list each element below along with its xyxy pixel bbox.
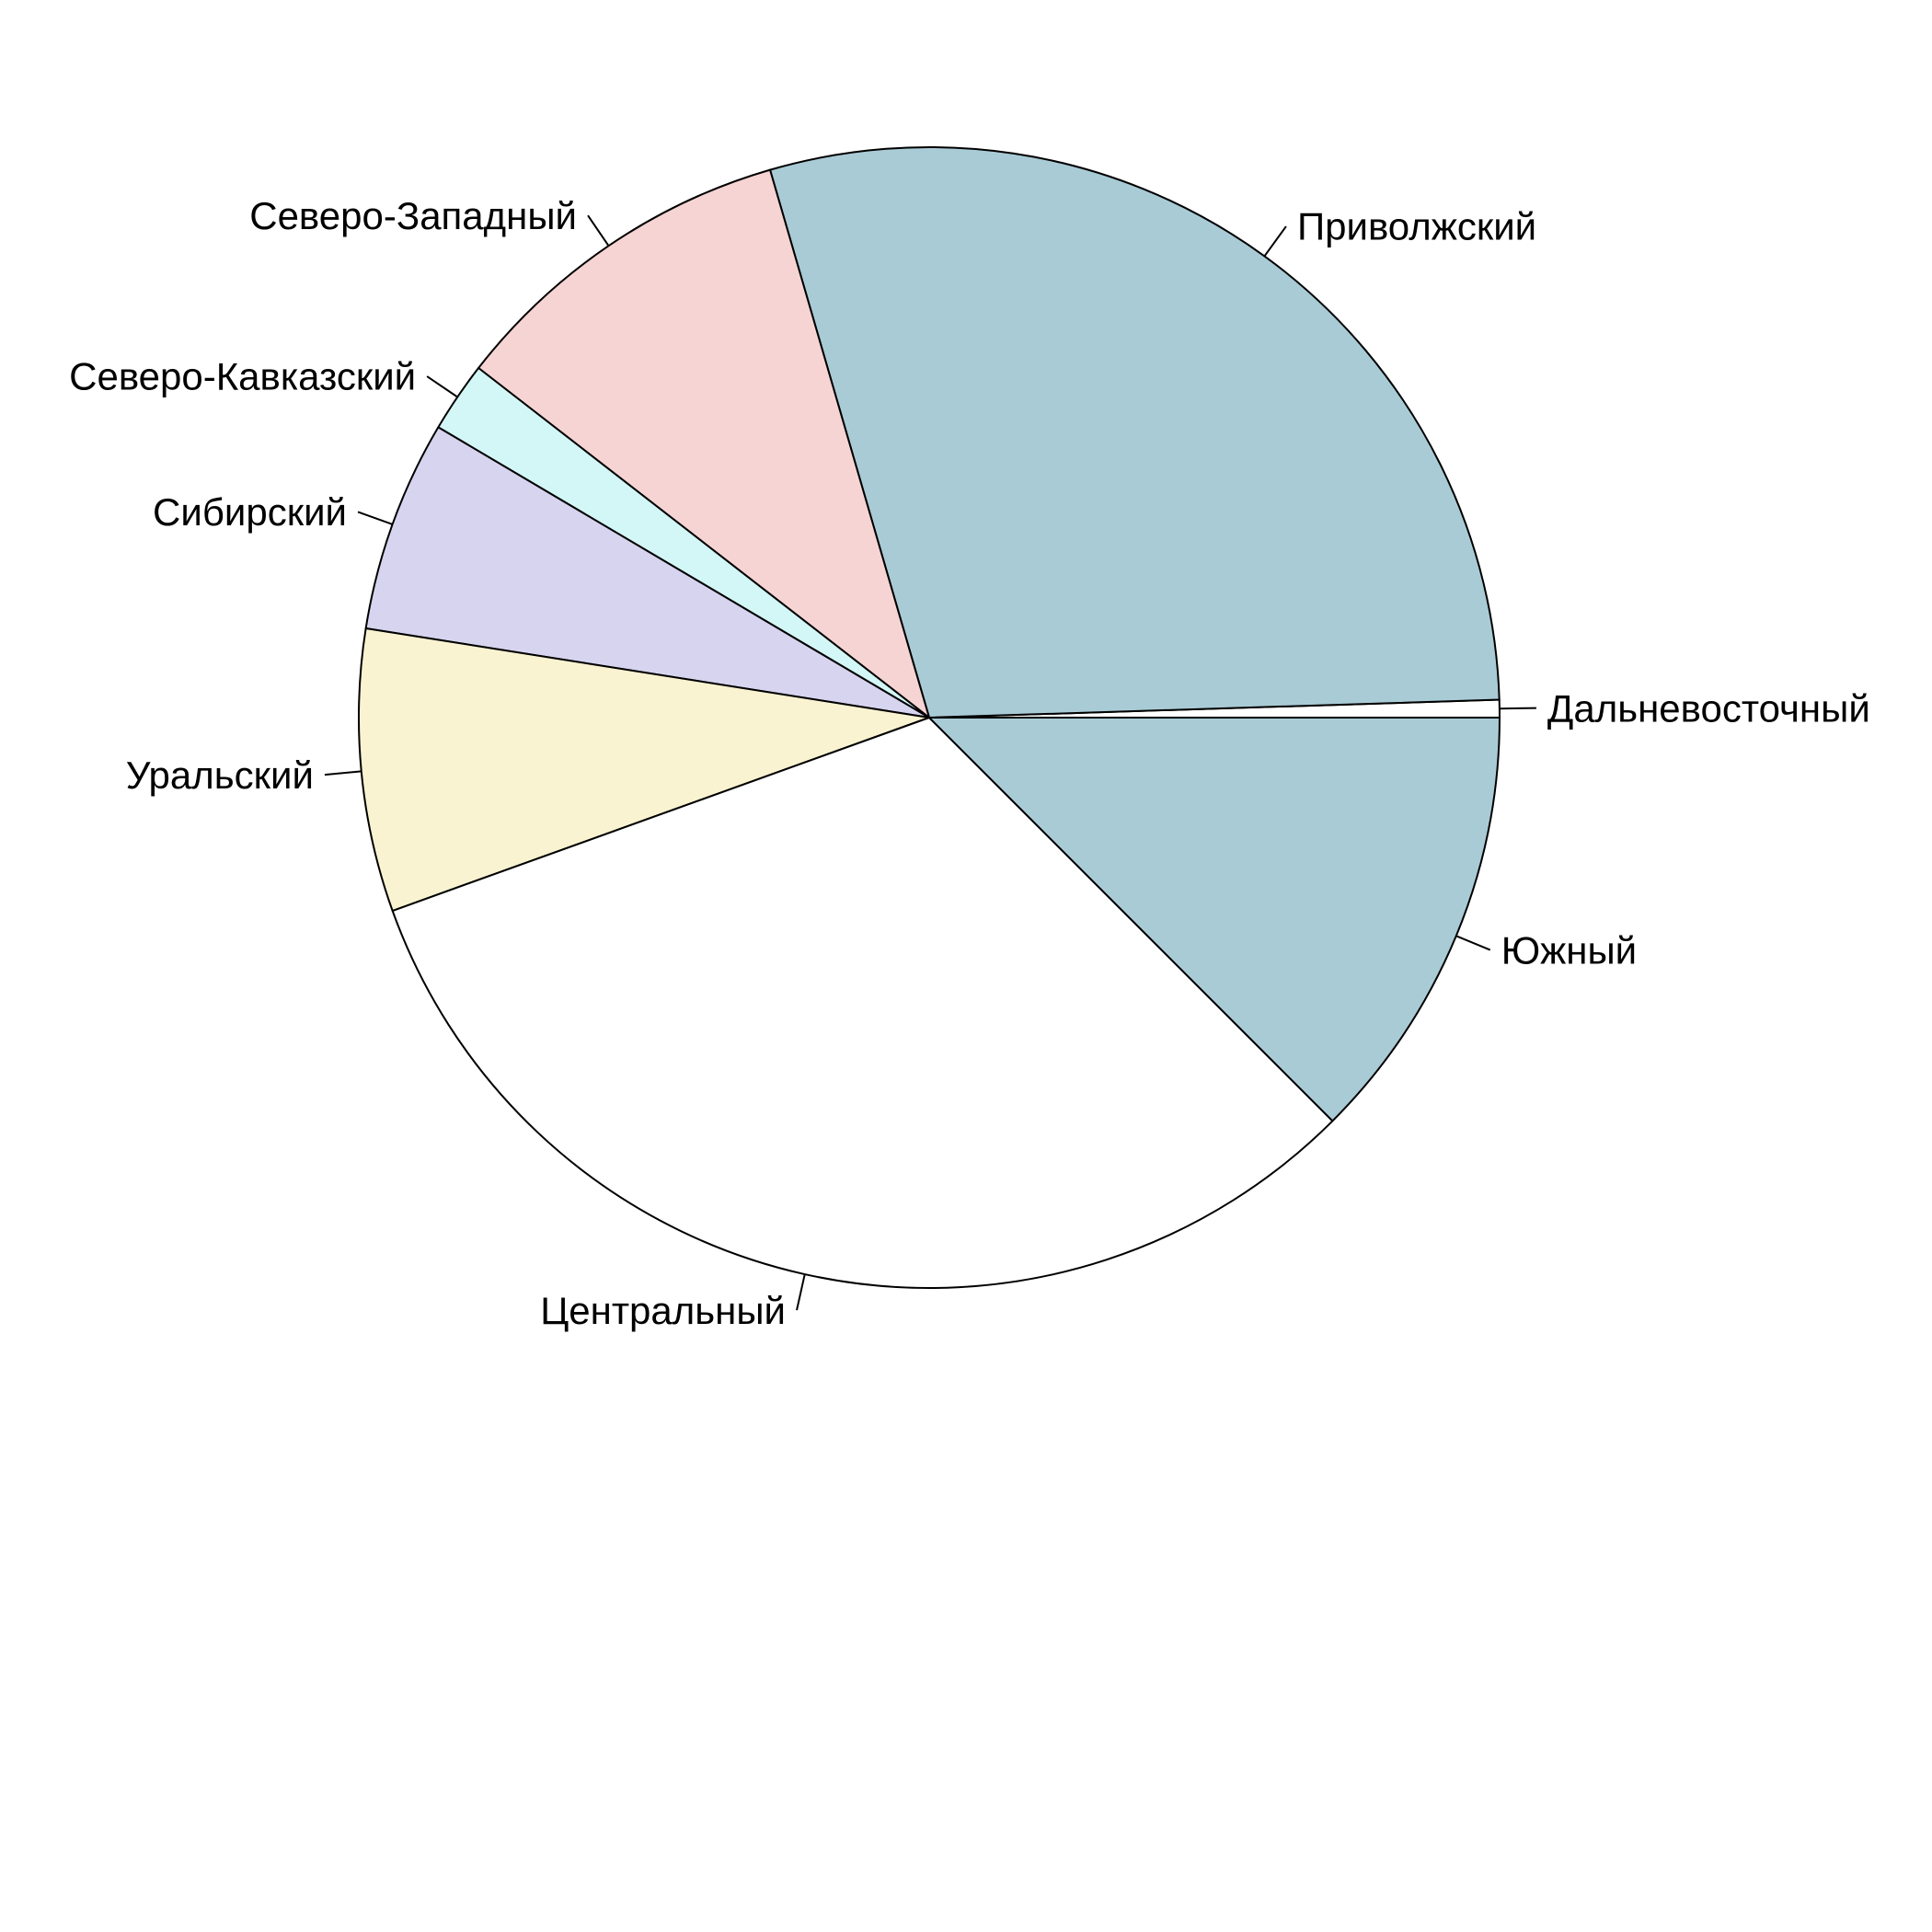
pie-slices — [359, 147, 1500, 1288]
slice-label: Южный — [1501, 928, 1637, 972]
leader-line — [427, 376, 457, 397]
leader-line — [325, 771, 362, 775]
leader-line — [588, 215, 608, 246]
slice-label: Уральский — [126, 753, 314, 797]
leader-line — [358, 512, 393, 524]
leader-line — [1264, 226, 1286, 256]
slice-label: Сибирский — [153, 490, 347, 534]
leader-line — [1456, 936, 1490, 949]
pie-chart: Дальневосточный Приволжский Северо-Западны… — [0, 0, 1932, 1932]
slice-label: Северо-Западный — [249, 194, 577, 237]
slice-label: Приволжский — [1297, 205, 1536, 248]
slice-label: Северо-Кавказский — [69, 355, 416, 398]
slice-label: Дальневосточный — [1547, 686, 1870, 730]
leader-line — [797, 1274, 805, 1310]
slice-label: Центральный — [540, 1289, 786, 1332]
leader-line — [1500, 708, 1536, 709]
